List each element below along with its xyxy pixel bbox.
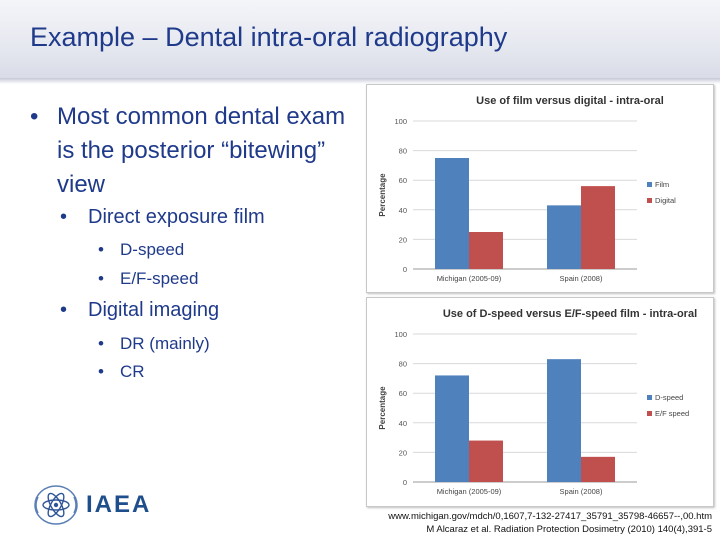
chart-d-vs-ef-speed: Use of D-speed versus E/F-speed film - i… [366,297,714,507]
legend-swatch [647,182,652,187]
chart-title: Use of film versus digital - intra-oral [476,95,664,107]
bullet-d-speed: • D-speed [98,240,185,260]
legend-label: Film [655,180,669,189]
bullet-dr-text: DR (mainly) [120,334,210,353]
bullet-ef-speed-text: E/F-speed [120,269,199,288]
y-tick-label: 0 [403,478,407,487]
bar-digital [469,232,503,269]
atom-emblem-icon [34,485,78,525]
y-tick-label: 0 [403,265,407,274]
iaea-logo-text: IAEA [86,491,152,518]
bar-d-speed [435,375,469,482]
y-tick-label: 40 [399,206,407,215]
chart-film-vs-digital-svg: Use of film versus digital - intra-oral 0… [378,95,676,283]
legend-label: D-speed [655,393,683,402]
bullet-dr: • DR (mainly) [98,334,210,354]
bar-e-f-speed [581,456,615,482]
y-tick-label: 60 [399,389,407,398]
y-tick-label: 60 [399,176,407,185]
slide-title: Example – Dental intra-oral radiography [30,22,508,52]
legend-swatch [647,411,652,416]
y-tick-label: 80 [399,360,407,369]
bullet-dot-icon: • [30,103,39,130]
legend-label: E/F speed [655,409,689,418]
bullet-dot-icon: • [98,269,104,288]
bullet-main-text: Most common dental exam is the posterior… [57,103,346,198]
bullet-direct-film-text: Direct exposure film [88,206,265,228]
bullet-digital-imaging: • Digital imaging [60,299,220,322]
bar-d-speed [547,359,581,482]
y-tick-label: 20 [399,448,407,457]
y-tick-label: 100 [394,330,407,339]
bullet-dot-icon: • [98,240,104,259]
bullet-digital-imaging-text: Digital imaging [88,299,220,321]
legend-label: Digital [655,196,676,205]
chart-film-vs-digital: Use of film versus digital - intra-oral 0… [366,84,714,293]
bullet-dot-icon: • [98,334,104,353]
chart-title: Use of D-speed versus E/F-speed film - i… [443,308,697,320]
reference-citation: M Alcaraz et al. Radiation Protection Do… [426,524,712,535]
y-tick-label: 100 [394,117,407,126]
bullet-direct-film: • Direct exposure film [60,206,265,229]
legend-swatch [647,395,652,400]
bar-film [435,158,469,269]
x-tick-label: Spain (2008) [560,487,603,496]
bar-e-f-speed [469,440,503,482]
slide-header [0,0,720,78]
bullet-ef-speed: • E/F-speed [98,269,199,289]
y-axis-label: Percentage [378,386,387,430]
bullet-cr: • CR [98,362,145,382]
bullet-dot-icon: • [98,362,104,381]
header-divider [0,78,720,84]
chart-d-vs-ef-speed-svg: Use of D-speed versus E/F-speed film - i… [378,308,697,496]
y-tick-label: 40 [399,419,407,428]
x-tick-label: Spain (2008) [560,274,603,283]
reference-url: www.michigan.gov/mdch/0,1607,7-132-27417… [388,511,712,522]
bar-digital [581,186,615,269]
x-tick-label: Michigan (2005-09) [437,487,502,496]
bullet-cr-text: CR [120,362,145,381]
legend-swatch [647,198,652,203]
bar-film [547,205,581,269]
bullet-dot-icon: • [60,299,68,321]
bullet-dot-icon: • [60,206,68,228]
iaea-logo: IAEA [30,483,170,527]
bullet-d-speed-text: D-speed [120,240,185,259]
y-tick-label: 80 [399,147,407,156]
x-tick-label: Michigan (2005-09) [437,274,502,283]
bullet-main: • Most common dental exam is the posteri… [30,100,352,202]
y-tick-label: 20 [399,235,407,244]
y-axis-label: Percentage [378,173,387,217]
